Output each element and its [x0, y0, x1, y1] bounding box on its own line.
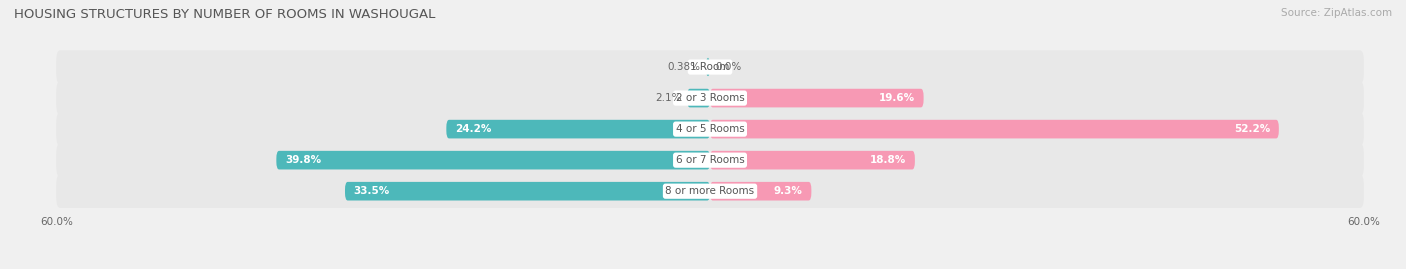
FancyBboxPatch shape	[56, 112, 1364, 146]
FancyBboxPatch shape	[688, 89, 710, 107]
FancyBboxPatch shape	[710, 182, 811, 200]
Text: 24.2%: 24.2%	[456, 124, 492, 134]
Text: 2 or 3 Rooms: 2 or 3 Rooms	[676, 93, 744, 103]
Text: 18.8%: 18.8%	[870, 155, 905, 165]
FancyBboxPatch shape	[56, 50, 1364, 84]
Text: 33.5%: 33.5%	[354, 186, 389, 196]
Text: 1 Room: 1 Room	[690, 62, 730, 72]
FancyBboxPatch shape	[56, 174, 1364, 208]
Text: 0.38%: 0.38%	[668, 62, 700, 72]
FancyBboxPatch shape	[710, 151, 915, 169]
FancyBboxPatch shape	[277, 151, 710, 169]
Text: 39.8%: 39.8%	[285, 155, 321, 165]
Text: 8 or more Rooms: 8 or more Rooms	[665, 186, 755, 196]
Text: Source: ZipAtlas.com: Source: ZipAtlas.com	[1281, 8, 1392, 18]
Text: HOUSING STRUCTURES BY NUMBER OF ROOMS IN WASHOUGAL: HOUSING STRUCTURES BY NUMBER OF ROOMS IN…	[14, 8, 436, 21]
Text: 4 or 5 Rooms: 4 or 5 Rooms	[676, 124, 744, 134]
FancyBboxPatch shape	[710, 89, 924, 107]
FancyBboxPatch shape	[344, 182, 710, 200]
Text: 0.0%: 0.0%	[716, 62, 742, 72]
Text: 19.6%: 19.6%	[879, 93, 915, 103]
FancyBboxPatch shape	[446, 120, 710, 139]
FancyBboxPatch shape	[706, 58, 710, 76]
Text: 9.3%: 9.3%	[773, 186, 803, 196]
FancyBboxPatch shape	[56, 143, 1364, 177]
FancyBboxPatch shape	[56, 81, 1364, 115]
Text: 6 or 7 Rooms: 6 or 7 Rooms	[676, 155, 744, 165]
Text: 2.1%: 2.1%	[655, 93, 682, 103]
FancyBboxPatch shape	[710, 120, 1279, 139]
Text: 52.2%: 52.2%	[1234, 124, 1270, 134]
